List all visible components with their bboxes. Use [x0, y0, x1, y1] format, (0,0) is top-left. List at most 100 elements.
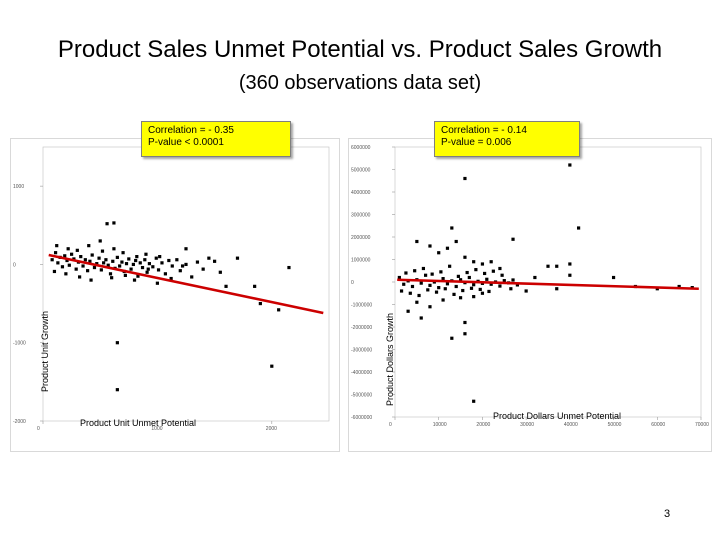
dollars-data-point-81	[511, 237, 515, 241]
unit-data-point-70	[78, 275, 82, 279]
dollars-y-tick-label-10: -4000000	[351, 370, 372, 376]
unit-data-point-16	[88, 259, 92, 263]
dollars-y-tick-label-3: 3000000	[351, 213, 371, 219]
unit-data-point-52	[184, 262, 188, 267]
unit-data-point-50	[175, 258, 179, 262]
unit-data-point-51	[178, 269, 182, 273]
unit-data-point-73	[112, 247, 116, 251]
dollars-correlation-text: Correlation = - 0.14	[441, 125, 527, 136]
unit-data-point-75	[135, 255, 139, 259]
dollars-data-point-54	[406, 309, 410, 313]
unit-data-point-54	[195, 260, 200, 264]
dollars-y-tick-label-5: 1000000	[351, 258, 371, 264]
unit-data-point-83	[207, 256, 211, 260]
unit-data-point-88	[277, 308, 281, 312]
unit-scatter-chart: 1000 0 -1000 -2000 0 1000 2000	[10, 138, 340, 452]
dollars-data-point-86	[463, 176, 467, 181]
dollars-data-point-87	[568, 163, 572, 167]
unit-data-point-12	[79, 255, 83, 259]
dollars-scatter-chart: 6000000 5000000 4000000 3000000 2000000 10000…	[348, 138, 712, 452]
unit-data-point-18	[92, 265, 97, 270]
dollars-data-point-36	[434, 290, 439, 294]
unit-data-point-45	[156, 268, 161, 272]
unit-pvalue-text: P-value < 0.0001	[148, 137, 224, 148]
dollars-data-point-59	[480, 291, 485, 295]
dollars-y-tick-label-1: 5000000	[351, 168, 371, 174]
dollars-data-point-14	[458, 278, 463, 282]
dollars-data-point-21	[489, 282, 493, 286]
unit-data-point-49	[170, 264, 174, 268]
dollars-data-point-46	[478, 287, 482, 292]
dollars-data-point-47	[483, 271, 487, 276]
unit-data-point-59	[64, 272, 68, 276]
unit-data-point-13	[81, 264, 85, 268]
dollars-data-point-41	[456, 274, 460, 278]
dollars-x-tick-label-2: 20000	[476, 422, 490, 428]
dollars-data-point-30	[408, 291, 412, 295]
unit-data-point-68	[55, 244, 59, 248]
dollars-pvalue-text: P-value = 0.006	[441, 137, 512, 148]
dollars-data-point-43	[465, 270, 469, 275]
dollars-y-axis-label: Product Dollars Growth	[385, 312, 395, 406]
unit-data-point-76	[146, 267, 150, 271]
dollars-data-point-26	[511, 278, 515, 282]
page-number: 3	[664, 508, 671, 520]
dollars-x-tick-label-7: 70000	[695, 422, 709, 428]
unit-data-point-64	[121, 251, 125, 255]
unit-data-point-86	[253, 284, 257, 288]
dollars-y-tick-label-0: 6000000	[351, 145, 371, 151]
unit-correlation-text: Correlation = - 0.35	[148, 125, 234, 136]
unit-data-point-71	[89, 278, 93, 282]
dollars-data-point-64	[555, 287, 559, 291]
unit-data-point-61	[87, 244, 91, 248]
unit-data-point-84	[224, 284, 228, 288]
dollars-data-point-88	[450, 336, 454, 340]
unit-data-point-56	[213, 259, 217, 263]
unit-y-axis-label: Product Unit Growth	[40, 310, 50, 392]
dollars-trendline	[397, 278, 699, 291]
unit-data-point-10	[74, 267, 78, 271]
unit-data-point-44	[154, 256, 158, 260]
unit-data-point-20	[97, 256, 101, 260]
unit-data-point-32	[124, 262, 129, 266]
dollars-data-point-89	[463, 332, 467, 336]
dollars-data-point-52	[415, 300, 419, 304]
unit-data-point-89	[287, 265, 291, 270]
dollars-data-point-34	[426, 288, 430, 292]
dollars-data-point-50	[500, 273, 504, 277]
dollars-data-point-29	[404, 271, 408, 275]
unit-data-point-2	[56, 261, 60, 265]
dollars-data-point-83	[568, 262, 572, 266]
unit-y-tick-label-2: -1000	[13, 341, 26, 347]
dollars-data-point-73	[437, 251, 441, 255]
dollars-data-point-9	[437, 286, 441, 290]
dollars-y-tick-label-8: -2000000	[351, 325, 372, 331]
unit-data-point-25	[108, 272, 113, 276]
unit-data-point-90	[115, 341, 119, 345]
unit-data-point-15	[86, 269, 90, 273]
dollars-x-tick-label-0: 0	[389, 422, 392, 428]
dollars-y-tick-label-11: -5000000	[351, 393, 372, 399]
unit-data-point-62	[98, 239, 102, 243]
dollars-data-point-63	[546, 264, 550, 268]
unit-data-point-8	[70, 252, 74, 256]
dollars-data-point-11	[445, 282, 450, 286]
dollars-data-point-44	[469, 286, 474, 290]
dollars-data-point-77	[472, 260, 476, 264]
unit-x-tick-label-0: 0	[37, 426, 40, 432]
dollars-data-point-85	[450, 226, 454, 230]
unit-data-point-22	[102, 261, 106, 265]
dollars-data-point-1	[402, 282, 406, 286]
dollars-y-tick-label-4: 2000000	[351, 235, 371, 241]
unit-data-point-91	[270, 364, 274, 368]
unit-data-point-41	[145, 270, 149, 274]
unit-x-tick-label-1: 1000	[151, 426, 162, 432]
unit-data-point-82	[184, 247, 188, 251]
dollars-data-point-6	[424, 273, 428, 277]
unit-data-point-79	[180, 264, 185, 268]
unit-data-point-53	[190, 275, 194, 279]
unit-data-point-7	[67, 263, 71, 267]
unit-scatter-plot: 1000 0 -1000 -2000 0 1000 2000	[13, 146, 330, 432]
dollars-y-tick-label-6: 0	[351, 280, 354, 286]
unit-data-point-69	[66, 247, 70, 251]
